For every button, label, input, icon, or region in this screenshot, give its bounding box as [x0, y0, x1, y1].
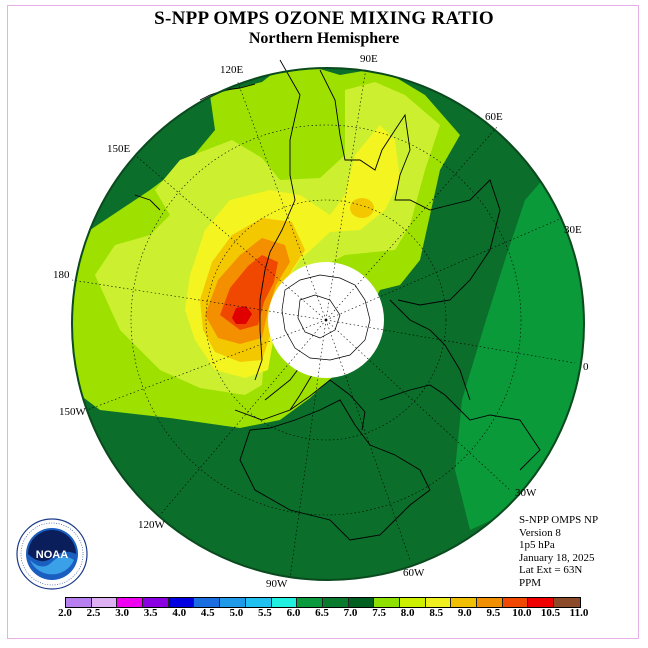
colorbar-swatch — [220, 598, 246, 607]
colorbar-swatch — [297, 598, 323, 607]
page-frame — [7, 5, 639, 639]
info-units: PPM — [519, 576, 542, 589]
graticule — [71, 67, 576, 579]
colorbar-swatch — [374, 598, 400, 607]
noaa-logo-text: NOAA — [36, 549, 68, 561]
colorbar-swatch — [168, 598, 195, 607]
info-lat-ext: Lat Ext = 63N — [519, 564, 583, 576]
lon-label-60w: 60W — [403, 567, 425, 579]
info-level: 1p5 hPa — [519, 539, 555, 551]
product-info: S-NPP OMPS NP Version 8 1p5 hPa January … — [519, 514, 598, 589]
colorbar-tick-label: 8.5 — [429, 607, 444, 619]
colorbar-swatch — [194, 598, 221, 607]
colorbar-tick-label: 5.5 — [258, 607, 272, 619]
colorbar-swatch — [477, 598, 503, 607]
lon-label-150e: 150E — [107, 143, 131, 155]
colorbar-swatch — [91, 598, 118, 607]
colorbar-tick-label: 2.5 — [86, 607, 101, 619]
lon-label-30w: 30W — [515, 487, 537, 499]
colorbar-tick-label: 6.5 — [315, 607, 329, 619]
colorbar-tick-label: 4.0 — [172, 607, 187, 619]
colorbar-swatch — [117, 598, 144, 607]
lon-label-90e: 90E — [360, 53, 378, 65]
colorbar-tick-label: 10.0 — [512, 607, 532, 619]
colorbar-tick-label: 10.5 — [540, 607, 561, 619]
colorbar-swatch — [502, 598, 529, 607]
map-boundary — [71, 67, 585, 581]
colorbar-swatch — [66, 598, 92, 607]
lon-label-120w: 120W — [138, 519, 166, 531]
colorbar-tick-label: 3.5 — [143, 607, 158, 619]
info-date: January 18, 2025 — [519, 551, 595, 564]
lon-label-180: 180 — [53, 269, 70, 281]
colorbar-tick-label: 5.0 — [229, 607, 244, 619]
colorbar-tick-label: 7.0 — [343, 607, 358, 619]
ozone-red-orange-region — [220, 255, 278, 330]
colorbar-swatch — [425, 598, 452, 607]
colorbar-swatch — [451, 598, 477, 607]
colorbar-swatch — [271, 598, 298, 607]
ozone-yellow-spot — [350, 198, 374, 218]
ozone-red-region — [232, 306, 252, 324]
lon-label-0: 0 — [583, 361, 589, 373]
colorbar-tick-label: 4.5 — [200, 607, 215, 619]
colorbar — [65, 597, 581, 608]
ozone-field — [72, 68, 584, 580]
colorbar-swatch — [528, 598, 555, 607]
colorbar-swatch — [245, 598, 272, 607]
lon-label-120e: 120E — [220, 64, 244, 76]
lon-label-30e: 30E — [564, 224, 582, 236]
lon-label-90w: 90W — [266, 578, 288, 590]
lon-label-60e: 60E — [485, 111, 503, 123]
colorbar-swatch — [322, 598, 349, 607]
lon-label-150w: 150W — [59, 406, 87, 418]
longitude-labels: 0 30E 60E 90E 120E 150E 180 150W 120W 90… — [53, 53, 589, 590]
chart-title: S-NPP OMPS OZONE MIXING RATIO — [154, 8, 494, 29]
colorbar-tick-label: 7.5 — [372, 607, 386, 619]
colorbar-tick-label: 3.0 — [115, 607, 129, 619]
chart-subtitle: Northern Hemisphere — [248, 30, 400, 47]
colorbar-tick-label: 6.0 — [286, 607, 301, 619]
colorbar-tick-label: 9.0 — [457, 607, 472, 619]
colorbar-swatch — [399, 598, 426, 607]
noaa-logo: NOAA — [16, 518, 88, 590]
info-product: S-NPP OMPS NP — [519, 514, 599, 526]
colorbar-tick-label: 2.0 — [58, 607, 72, 619]
colorbar-tick-label: 9.5 — [486, 607, 501, 619]
colorbar-swatch — [143, 598, 169, 607]
coastlines — [134, 59, 541, 541]
colorbar-swatch — [554, 598, 580, 607]
colorbar-tick-label: 8.0 — [400, 607, 415, 619]
info-version: Version 8 — [519, 526, 561, 539]
arctic-coastlines — [281, 274, 371, 361]
colorbar-swatch — [348, 598, 375, 607]
colorbar-tick-label: 11.0 — [569, 607, 589, 619]
